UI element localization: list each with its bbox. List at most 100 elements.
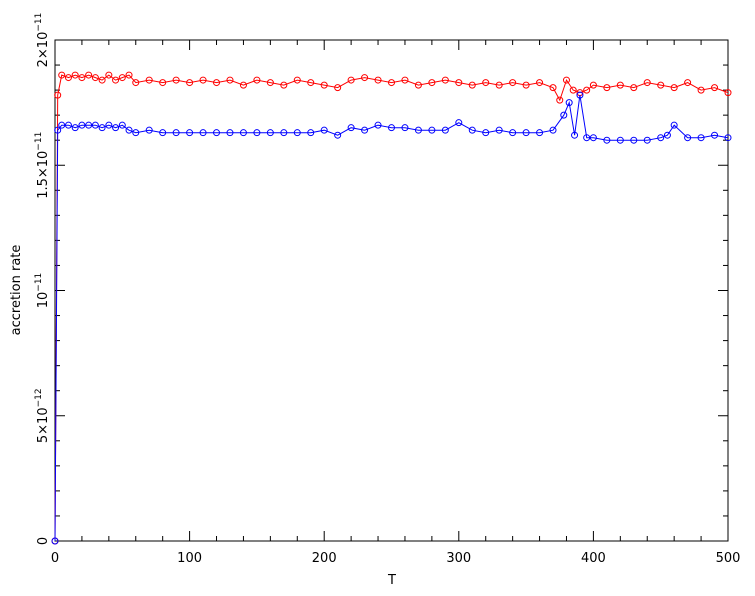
data-point [697, 86, 705, 94]
data-point [132, 79, 140, 87]
data-point [663, 131, 671, 139]
y-axis-label: accretion rate [9, 245, 24, 336]
y-axis: 0 5×10−12 10−11 1.5×10−11 2×10−11 [34, 13, 728, 545]
data-point [697, 134, 705, 142]
data-point [562, 76, 570, 84]
data-point [293, 129, 301, 137]
data-point [657, 81, 665, 89]
data-point [711, 131, 719, 139]
data-point [643, 79, 651, 87]
data-point [374, 76, 382, 84]
data-point [684, 79, 692, 87]
data-point [280, 81, 288, 89]
series-1 [51, 71, 732, 545]
data-point [334, 131, 342, 139]
data-point [495, 81, 503, 89]
series-line [54, 95, 729, 542]
data-point [58, 121, 66, 129]
data-point [670, 121, 678, 129]
data-point [509, 129, 517, 137]
data-point [64, 121, 72, 129]
data-point [226, 76, 234, 84]
data-point [616, 81, 624, 89]
x-axis: 0 100 200 300 400 500 [51, 40, 740, 566]
y-tick-label: 1.5×10−11 [34, 132, 51, 199]
data-point [711, 84, 719, 92]
data-point [684, 134, 692, 142]
data-point [112, 124, 120, 132]
data-point [670, 84, 678, 92]
data-point [549, 126, 557, 134]
data-point [616, 136, 624, 144]
data-point [495, 126, 503, 134]
data-point [78, 121, 86, 129]
data-point [401, 76, 409, 84]
data-point [509, 79, 517, 87]
data-point [91, 74, 99, 82]
data-point [414, 81, 422, 89]
x-tick-label: 400 [581, 551, 606, 566]
data-point [428, 126, 436, 134]
x-tick-label: 300 [446, 551, 471, 566]
data-point [239, 81, 247, 89]
data-point [85, 121, 93, 129]
data-point [347, 124, 355, 132]
data-point [78, 74, 86, 82]
data-point [536, 79, 544, 87]
data-point [118, 74, 126, 82]
data-point [71, 71, 79, 79]
data-point [58, 71, 66, 79]
data-point [361, 74, 369, 82]
data-point [320, 81, 328, 89]
data-point [64, 74, 72, 82]
x-tick-label: 0 [51, 551, 59, 566]
y-tick-label: 2×10−11 [34, 13, 51, 68]
data-point [239, 129, 247, 137]
data-point [199, 76, 207, 84]
data-point [571, 131, 579, 139]
data-point [388, 79, 395, 87]
data-point [159, 129, 167, 137]
data-point [199, 129, 207, 137]
data-point [112, 76, 120, 84]
x-tick-label: 200 [312, 551, 337, 566]
data-point [132, 129, 140, 137]
data-point [589, 134, 597, 142]
data-point [54, 126, 62, 134]
data-point [455, 79, 463, 87]
x-tick-label: 100 [177, 551, 202, 566]
data-point [556, 96, 564, 104]
data-point [724, 89, 732, 97]
data-point [522, 129, 530, 137]
data-point [468, 81, 476, 89]
data-point [361, 126, 369, 134]
series-2 [51, 91, 732, 545]
data-point [455, 119, 463, 127]
data-point [105, 121, 113, 129]
data-point [105, 71, 113, 79]
data-point [482, 79, 490, 87]
y-tick-label: 0 [36, 537, 51, 545]
data-point [253, 129, 261, 137]
data-point [565, 99, 573, 107]
data-point [334, 84, 342, 92]
plot-frame [54, 39, 729, 542]
data-point [98, 76, 106, 84]
series-layer [51, 71, 732, 545]
data-point [293, 76, 301, 84]
data-point [441, 76, 449, 84]
data-point [724, 134, 732, 142]
data-point [253, 76, 261, 84]
data-point [145, 76, 153, 84]
data-point [468, 126, 476, 134]
y-tick-label: 5×10−12 [34, 388, 51, 443]
data-point [159, 79, 167, 87]
data-point [603, 84, 611, 92]
data-point [307, 79, 315, 87]
data-point [536, 129, 544, 137]
data-point [441, 126, 449, 134]
data-point [125, 126, 133, 134]
data-point [98, 124, 106, 132]
data-point [560, 111, 568, 119]
data-point [266, 79, 274, 87]
